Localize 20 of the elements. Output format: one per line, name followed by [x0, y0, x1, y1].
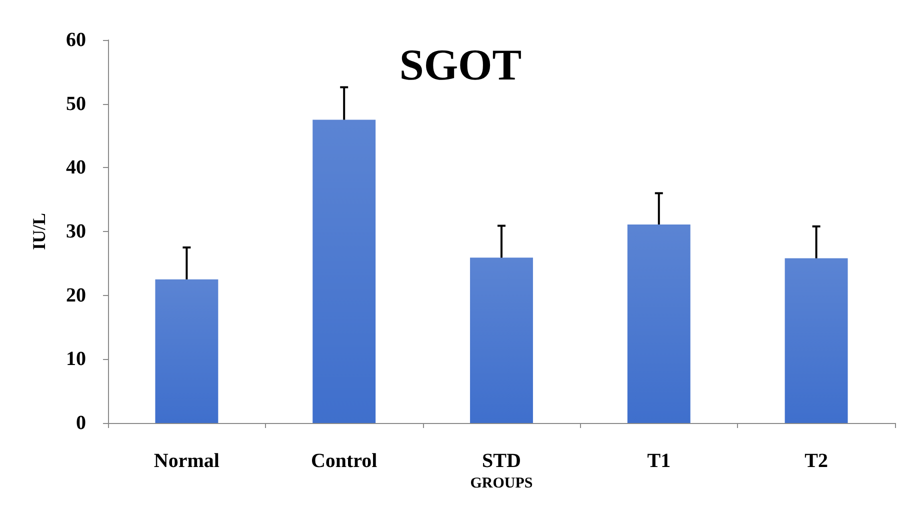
- y-tick-label: 10: [66, 348, 86, 370]
- chart-title: SGOT: [399, 40, 522, 90]
- x-tick-label: STD: [482, 450, 521, 472]
- y-tick-label: 0: [76, 412, 86, 434]
- y-tick-label: 20: [66, 284, 86, 306]
- bar: [470, 258, 533, 423]
- bar: [312, 120, 376, 423]
- x-tick-label: T2: [804, 450, 828, 472]
- y-tick-label: 60: [66, 29, 86, 51]
- y-tick-label: 50: [66, 92, 86, 115]
- x-tick-label: Control: [310, 450, 378, 472]
- bar: [155, 279, 218, 423]
- y-axis-title: IU/L: [29, 212, 49, 250]
- x-tick-label: T1: [647, 450, 671, 472]
- y-tick-label: 40: [66, 156, 86, 179]
- bar: [784, 258, 848, 423]
- x-axis-title: GROUPS: [470, 475, 533, 492]
- y-tick-label: 30: [66, 220, 86, 242]
- x-tick-label: Normal: [154, 450, 220, 472]
- bar: [627, 224, 690, 423]
